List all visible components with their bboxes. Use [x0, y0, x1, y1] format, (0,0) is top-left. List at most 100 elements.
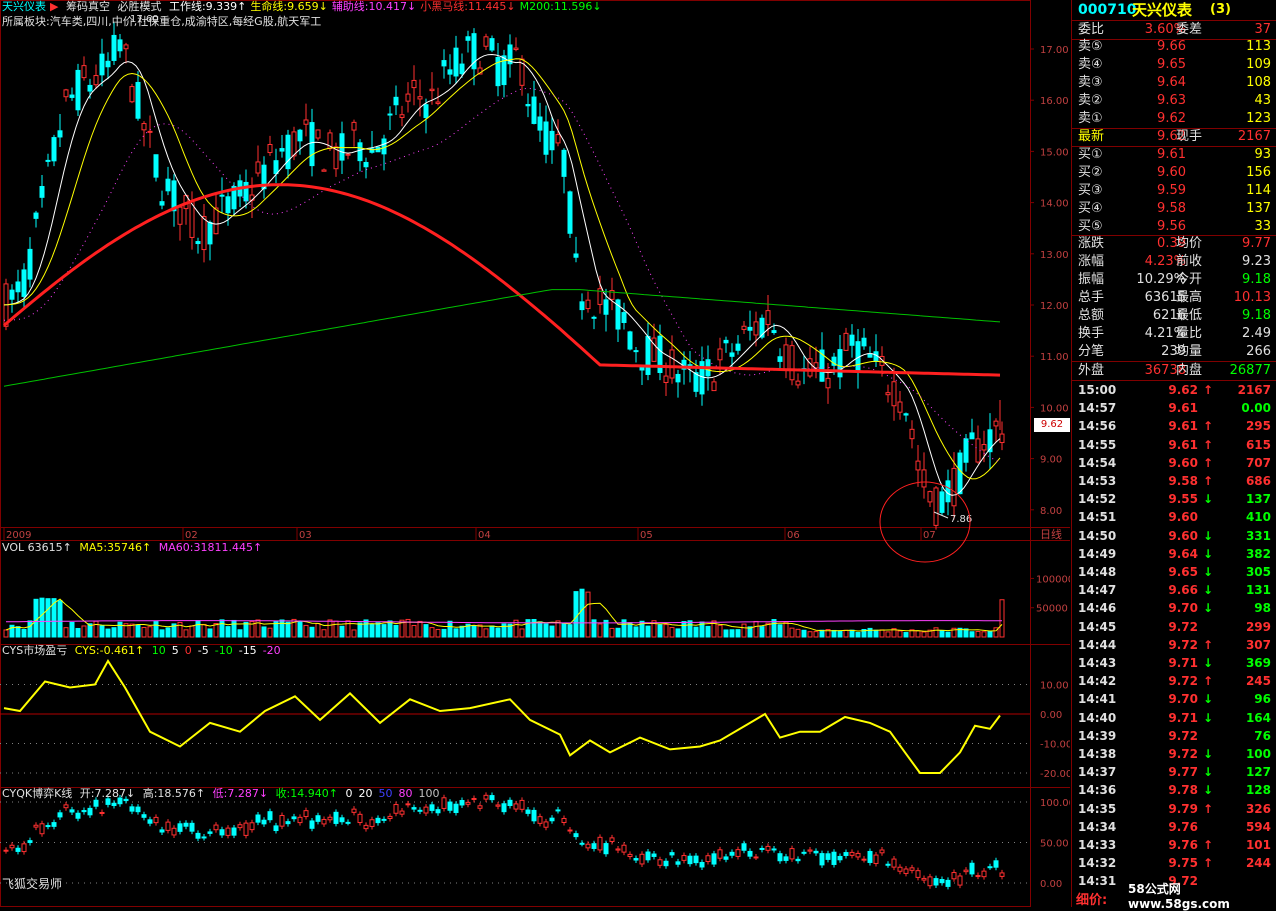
- candle-body: [45, 159, 51, 162]
- tick-row[interactable]: 14:47 9.66 ↓ 131: [1072, 581, 1276, 599]
- price-axis-label: 14.00: [1040, 199, 1069, 210]
- stat-value: 9.23: [1242, 254, 1271, 269]
- price-axis-label: 13.00: [1040, 250, 1069, 261]
- vol-bar: [819, 629, 825, 638]
- cyqk-candle: [129, 806, 135, 812]
- tick-row[interactable]: 14:46 9.70 ↓ 98: [1072, 599, 1276, 617]
- tick-row[interactable]: 14:50 9.60 ↓ 331: [1072, 527, 1276, 545]
- vol-bar: [945, 631, 951, 638]
- candle-body: [957, 452, 963, 495]
- divider: [1072, 39, 1276, 40]
- tick-volume: 615: [1245, 437, 1271, 452]
- tick-row[interactable]: 14:37 9.77 ↓ 127: [1072, 763, 1276, 781]
- tick-row[interactable]: 14:33 9.76 ↑ 101: [1072, 836, 1276, 854]
- tick-arrow-icon: ↓: [1202, 565, 1214, 579]
- horse-line: [3, 183, 1001, 377]
- ma200-line: [3, 289, 1001, 387]
- tick-time: 14:39: [1078, 728, 1117, 743]
- tick-time: 14:46: [1078, 601, 1117, 616]
- cyqk-title: CYQK博弈K线: [2, 787, 73, 800]
- low-pointer: [933, 511, 949, 519]
- cyqk-candle: [687, 855, 693, 865]
- tick-row[interactable]: 14:56 9.61 ↑ 295: [1072, 417, 1276, 435]
- cyqk-level-4: 100: [418, 787, 440, 800]
- tick-volume: 326: [1245, 801, 1271, 816]
- weibi-row: 委比 3.60% 委差 37: [1072, 21, 1276, 39]
- tick-row[interactable]: 14:49 9.64 ↓ 382: [1072, 545, 1276, 563]
- tick-row[interactable]: 14:54 9.60 ↑ 707: [1072, 454, 1276, 472]
- cys-header: CYS市场盈亏 CYS:-0.461↑ 10 5 0 -5 -10 -15 -20: [2, 644, 291, 658]
- tick-row[interactable]: 14:34 9.76 594: [1072, 818, 1276, 836]
- watermark-software: 飞狐交易师: [2, 877, 63, 891]
- vol-bar: [303, 624, 309, 638]
- candle-body: [339, 133, 345, 161]
- tick-row[interactable]: 14:42 9.72 ↑ 245: [1072, 672, 1276, 690]
- kline-chart-area[interactable]: 17.00 16.00 15.00 14.00 13.00 12.00 11.00 10.00…: [0, 0, 1070, 907]
- vol-bar: [459, 625, 465, 638]
- stock-name[interactable]: 天兴仪表: [2, 0, 46, 13]
- cyqk-candle: [837, 855, 843, 861]
- tick-row[interactable]: 14:41 9.70 ↓ 96: [1072, 690, 1276, 708]
- tick-row[interactable]: 14:36 9.78 ↓ 128: [1072, 781, 1276, 799]
- candle-body: [891, 381, 897, 407]
- cys-level-6: -20: [262, 644, 281, 657]
- dropdown-arrow-icon[interactable]: ▶: [50, 0, 59, 13]
- tick-row[interactable]: 15:00 9.62 ↑ 2167: [1072, 381, 1276, 399]
- tick-row[interactable]: 14:57 9.61 0.00: [1072, 399, 1276, 417]
- cyqk-candle: [237, 824, 243, 829]
- tick-time: 14:57: [1078, 401, 1117, 416]
- cyqk-candle: [927, 876, 933, 887]
- tick-row[interactable]: 14:48 9.65 ↓ 305: [1072, 563, 1276, 581]
- cyqk-candle: [459, 800, 465, 806]
- cyqk-candle: [807, 849, 813, 852]
- indicator-mode: 必胜模式: [117, 0, 162, 13]
- tick-row[interactable]: 14:44 9.72 ↑ 307: [1072, 636, 1276, 654]
- tick-row[interactable]: 14:32 9.75 ↑ 244: [1072, 854, 1276, 872]
- stat-value: 4.23%: [1144, 254, 1186, 269]
- candle-body: [789, 345, 795, 381]
- tick-row[interactable]: 14:43 9.71 ↓ 369: [1072, 654, 1276, 672]
- candle-body: [69, 94, 75, 98]
- tick-volume: 128: [1245, 783, 1271, 798]
- tick-time: 14:38: [1078, 747, 1117, 761]
- sell-volume: 108: [1246, 75, 1271, 90]
- tick-price: 9.62: [1168, 383, 1198, 397]
- candle-body: [531, 96, 537, 124]
- cyqk-candle: [339, 817, 345, 823]
- tick-price: 9.60: [1168, 455, 1198, 470]
- vol-bar: [267, 627, 273, 638]
- tick-row[interactable]: 14:52 9.55 ↓ 137: [1072, 490, 1276, 508]
- candle-body: [171, 180, 177, 212]
- tick-row[interactable]: 14:45 9.72 299: [1072, 618, 1276, 636]
- cyqk-candle: [681, 855, 687, 861]
- kline-chart[interactable]: 17.00 16.00 15.00 14.00 13.00 12.00 11.00 10.00…: [0, 0, 1070, 907]
- cyqk-candle: [471, 797, 477, 800]
- candle-body: [747, 326, 753, 331]
- candle-body: [903, 413, 909, 416]
- tick-row[interactable]: 14:39 9.72 76: [1072, 727, 1276, 745]
- cyqk-candle: [255, 814, 261, 823]
- vol-bar: [375, 622, 381, 638]
- candle-body: [291, 131, 297, 157]
- cyqk-low: 低:7.287↓: [212, 787, 269, 800]
- xianshou-value: 2167: [1237, 129, 1271, 144]
- vol-bar: [669, 627, 675, 638]
- tick-time: 14:50: [1078, 528, 1117, 543]
- candle-body: [333, 146, 339, 170]
- tick-row[interactable]: 14:38 9.72 ↓ 100: [1072, 745, 1276, 763]
- tick-price: 9.75: [1168, 856, 1198, 871]
- cyqk-candle: [81, 810, 87, 813]
- tick-row[interactable]: 14:51 9.60 410: [1072, 508, 1276, 526]
- tick-row[interactable]: 14:53 9.58 ↑ 686: [1072, 472, 1276, 490]
- tick-row[interactable]: 14:35 9.79 ↑ 326: [1072, 800, 1276, 818]
- sell-row: 卖④ 9.65 109: [1072, 56, 1276, 74]
- candle-body: [927, 491, 933, 503]
- tick-row[interactable]: 14:40 9.71 ↓ 164: [1072, 709, 1276, 727]
- tick-row[interactable]: 14:31 9.72: [1072, 872, 1276, 890]
- vol-bar: [723, 629, 729, 638]
- cyqk-candle: [363, 824, 369, 830]
- tick-row[interactable]: 14:55 9.61 ↑ 615: [1072, 436, 1276, 454]
- cyqk-candle: [549, 817, 555, 822]
- cyqk-candle: [597, 836, 603, 851]
- candle-body: [729, 352, 735, 357]
